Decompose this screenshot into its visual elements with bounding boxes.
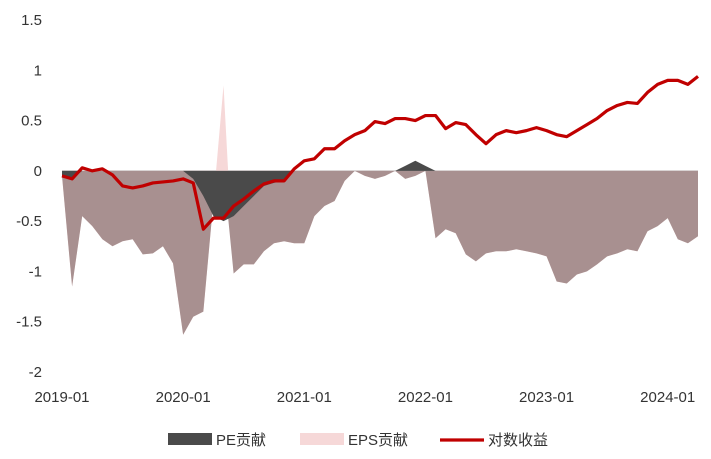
legend-label: PE贡献 bbox=[216, 432, 266, 449]
eps-negative-area bbox=[62, 170, 698, 335]
pe-area bbox=[62, 160, 698, 222]
x-tick-label: 2023-01 bbox=[519, 389, 574, 406]
legend: PE贡献 EPS贡献 对数收益 bbox=[168, 432, 548, 449]
legend-item-pe: PE贡献 bbox=[168, 432, 266, 449]
return-line bbox=[61, 75, 699, 231]
eps-area bbox=[62, 85, 698, 335]
legend-item-return: 对数收益 bbox=[440, 432, 548, 449]
y-tick-label: 0.5 bbox=[21, 113, 42, 130]
y-tick-label: 1 bbox=[34, 62, 42, 79]
legend-swatch bbox=[168, 433, 212, 445]
line-layer bbox=[61, 75, 699, 231]
y-tick-label: 0 bbox=[34, 163, 42, 180]
x-tick-label: 2024-01 bbox=[640, 389, 695, 406]
legend-label: EPS贡献 bbox=[348, 432, 408, 449]
x-tick-label: 2020-01 bbox=[156, 389, 211, 406]
legend-swatch bbox=[300, 433, 344, 445]
legend-label: 对数收益 bbox=[488, 432, 548, 449]
x-tick-label: 2021-01 bbox=[277, 389, 332, 406]
axis-layer: 1.5 1 0.5 0 -0.5 -1 -1.5 -2 2019-01 2020-01 2021-0… bbox=[16, 12, 695, 406]
x-tick-label: 2022-01 bbox=[398, 389, 453, 406]
y-tick-label: 1.5 bbox=[21, 12, 42, 29]
y-tick-label: -1.5 bbox=[16, 314, 42, 331]
y-tick-label: -0.5 bbox=[16, 213, 42, 230]
y-tick-label: -1 bbox=[29, 263, 42, 280]
y-tick-label: -2 bbox=[29, 364, 42, 381]
area-layer bbox=[62, 85, 698, 335]
x-tick-label: 2019-01 bbox=[34, 389, 89, 406]
legend-item-eps: EPS贡献 bbox=[300, 432, 408, 449]
